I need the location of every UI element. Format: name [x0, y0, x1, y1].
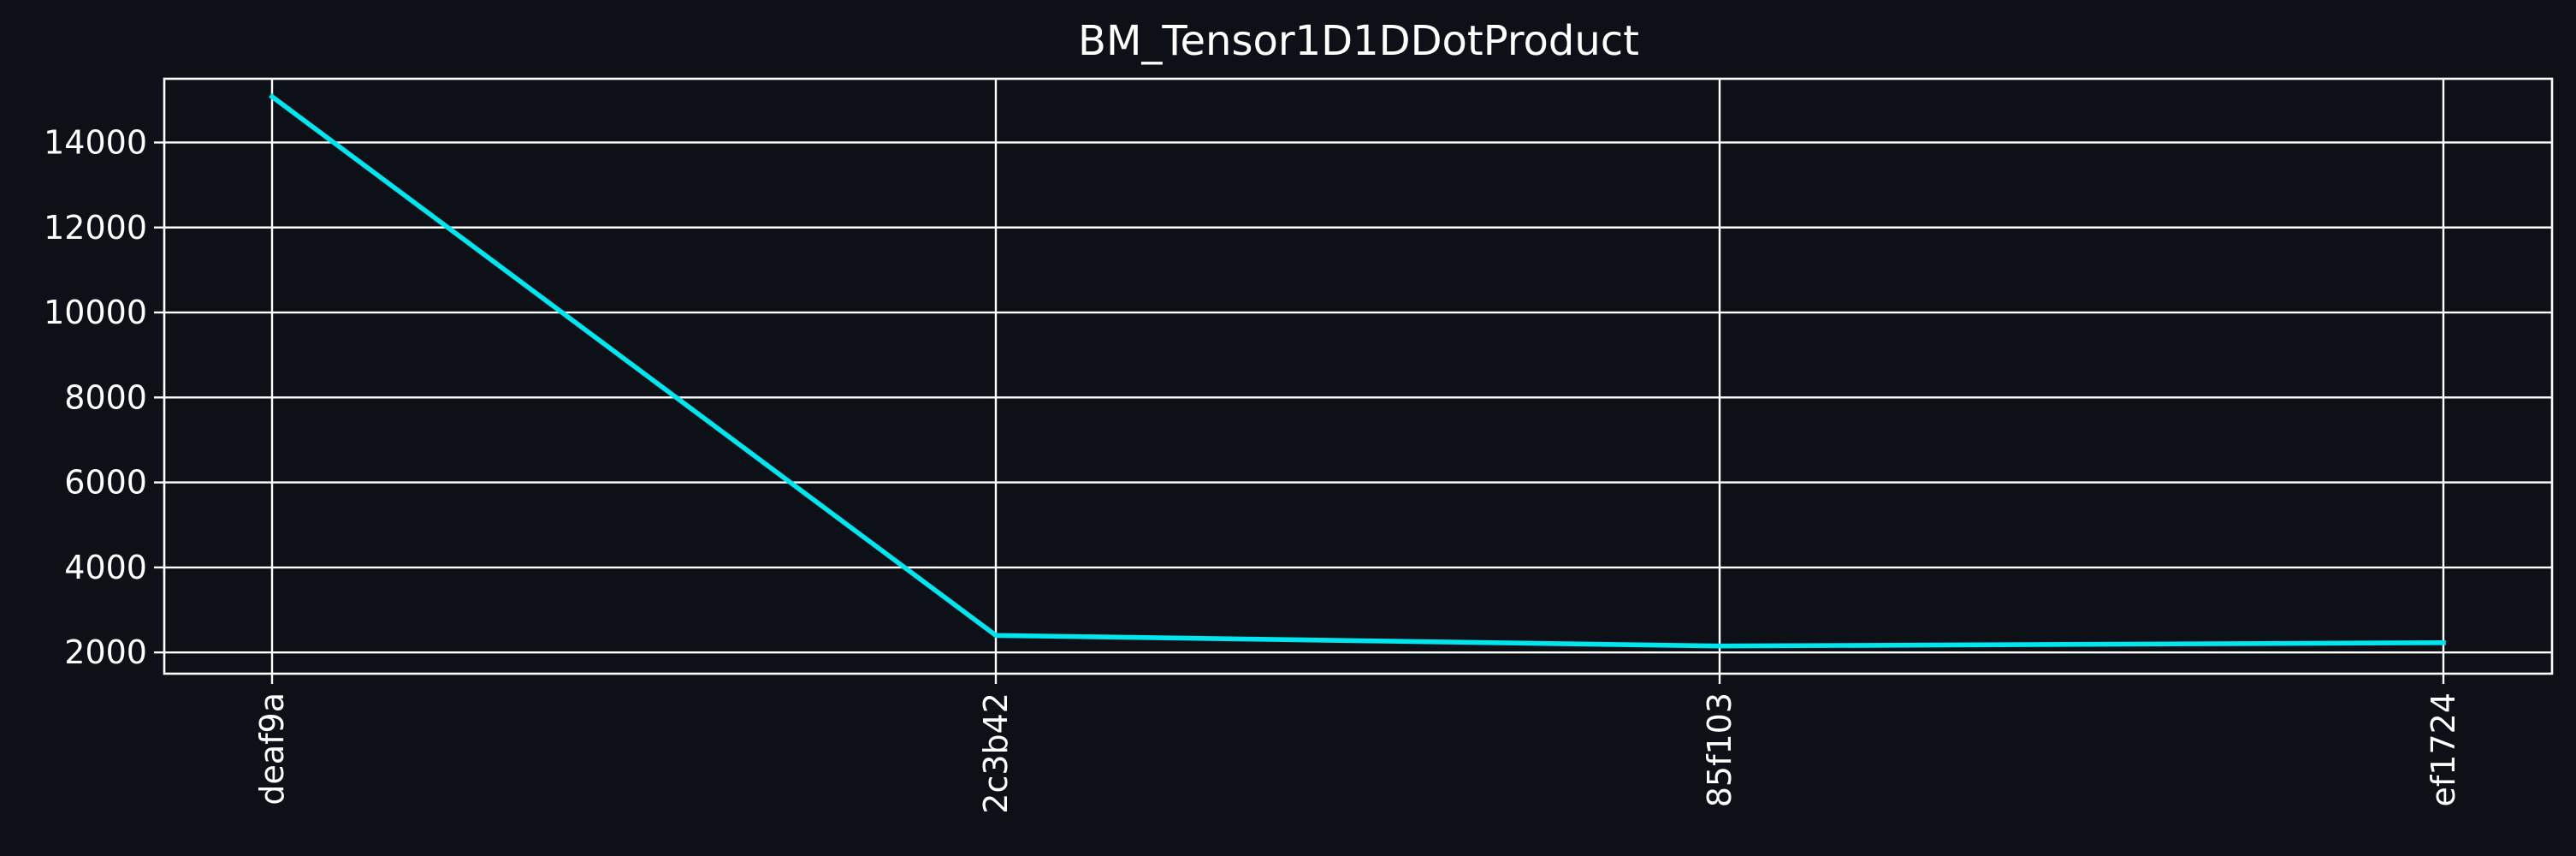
x-tick-label-deaf9a: deaf9a	[253, 693, 291, 805]
series-layer	[269, 92, 2446, 649]
tick-labels: 2000 4000 6000 8000 10000 12000 14000 deaf9a 2c3…	[44, 123, 2462, 813]
series-line-0	[269, 92, 2446, 649]
grid	[164, 79, 2552, 674]
x-tick-label-85f103: 85f103	[1701, 693, 1738, 807]
y-tick-label-6000: 6000	[64, 464, 147, 502]
axes	[154, 77, 2554, 684]
y-tick-label-2000: 2000	[64, 633, 147, 671]
y-tick-label-12000: 12000	[44, 209, 147, 247]
axes-frame	[163, 77, 2554, 675]
y-tick-label-8000: 8000	[64, 378, 147, 416]
y-tick-label-10000: 10000	[44, 294, 147, 331]
x-tick-label-ef1724: ef1724	[2425, 693, 2462, 806]
y-tick-label-14000: 14000	[44, 123, 147, 161]
y-tick-label-4000: 4000	[64, 549, 147, 586]
chart-title: BM_Tensor1D1DDotProduct	[1078, 17, 1639, 65]
x-tick-label-2c3b42: 2c3b42	[977, 693, 1015, 814]
